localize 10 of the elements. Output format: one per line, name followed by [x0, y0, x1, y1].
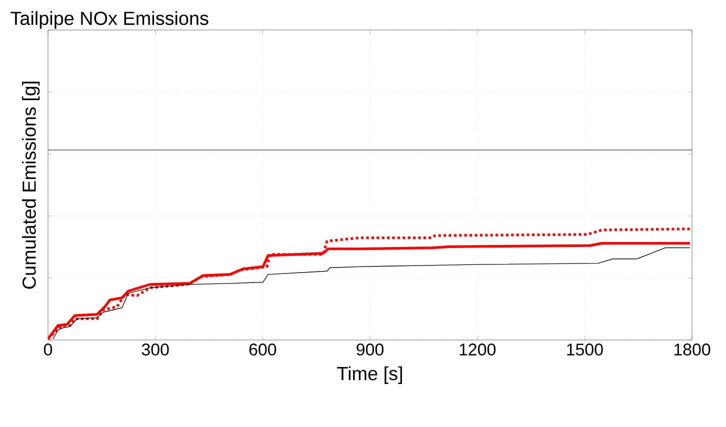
x-axis-title: Time [s]	[337, 366, 402, 384]
x-tick-label: 0	[44, 344, 52, 356]
chart-title: Tailpipe NOx Emissions	[10, 11, 208, 29]
x-tick-label: 1500	[567, 344, 603, 356]
x-tick-label: 300	[142, 344, 169, 356]
y-axis-title: Cumulated Emissions [g]	[22, 82, 40, 289]
x-tick-label: 1800	[674, 344, 710, 356]
x-tick-label: 1200	[460, 344, 496, 356]
x-tick-label: 900	[356, 344, 384, 356]
x-tick-label: 600	[249, 344, 276, 356]
